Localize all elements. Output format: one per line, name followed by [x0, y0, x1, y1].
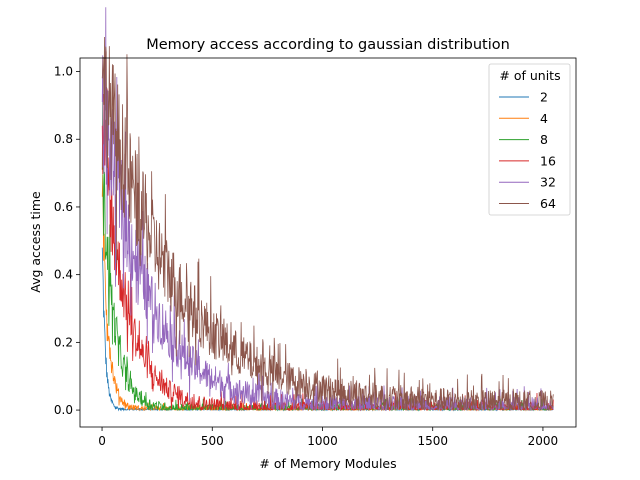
legend-label: 4	[540, 111, 548, 126]
y-tick-label: 0.4	[54, 268, 73, 282]
legend: # of units 2 4 8 16 32 64	[488, 63, 571, 216]
series-line-32	[101, 7, 554, 412]
y-tick-label: 0.6	[54, 200, 73, 214]
plot-frame	[79, 57, 577, 428]
x-tick-label: 500	[201, 434, 224, 448]
legend-label: 16	[540, 153, 556, 168]
y-tick-label: 0.2	[54, 335, 73, 349]
series-line-64	[101, 36, 554, 411]
legend-label: 64	[540, 196, 556, 211]
chart-title: Memory access according to gaussian dist…	[146, 37, 510, 53]
legend-label: 2	[540, 90, 548, 105]
y-tick-label: 0.0	[54, 403, 73, 417]
x-tick-label: 1000	[307, 434, 338, 448]
y-tick-label: 1.0	[54, 65, 73, 79]
series-line-8	[101, 95, 554, 412]
x-axis: 0 500 1000 1500 2000	[98, 427, 558, 448]
x-tick-label: 1500	[417, 434, 448, 448]
legend-label: 32	[540, 175, 556, 190]
legend-label: 8	[540, 132, 548, 147]
y-tick-label: 0.8	[54, 132, 73, 146]
x-axis-label: # of Memory Modules	[259, 456, 396, 471]
y-axis-label: Avg access time	[28, 191, 43, 293]
series-line-16	[101, 88, 554, 412]
plot-lines	[101, 7, 554, 412]
y-axis: 0.0 0.2 0.4 0.6 0.8 1.0	[54, 65, 80, 417]
legend-title: # of units	[499, 68, 560, 83]
legend-box	[488, 63, 571, 216]
legend-items: 2 4 8 16 32 64	[499, 90, 556, 211]
x-tick-label: 2000	[528, 434, 559, 448]
x-tick-label: 0	[98, 434, 106, 448]
